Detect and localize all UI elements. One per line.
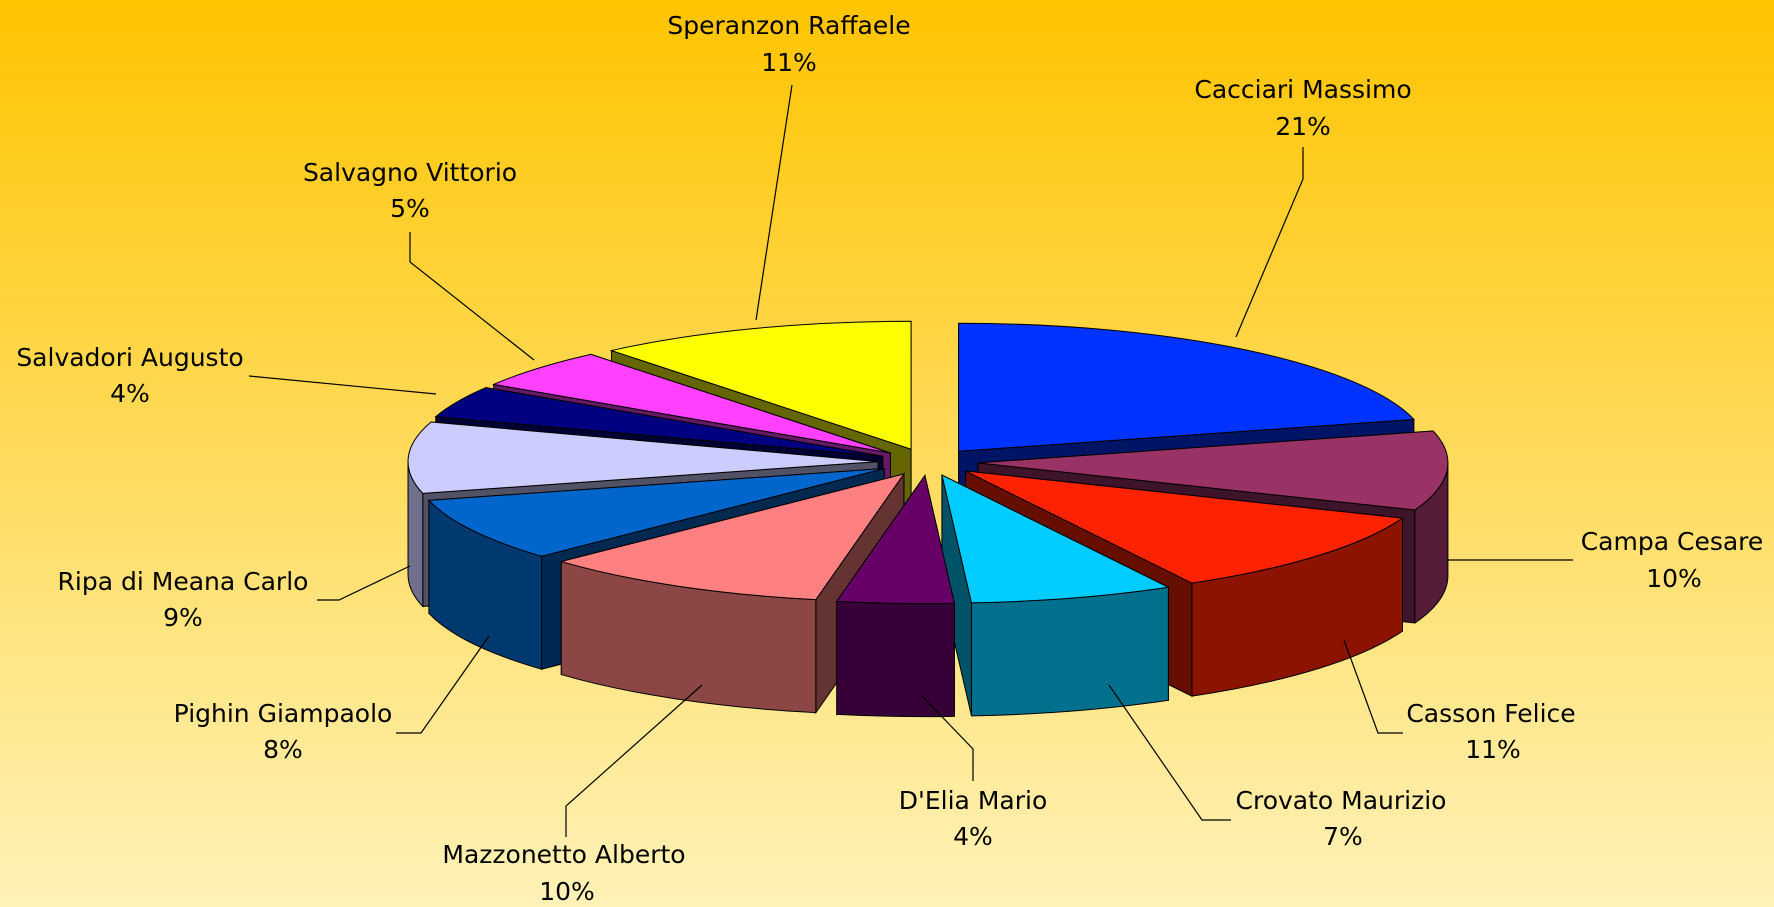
labels: Cacciari Massimo 21% Campa Cesare 10% Ca…: [16, 11, 1763, 906]
slice-percent: 10%: [539, 877, 595, 906]
slice-label: Campa Cesare: [1581, 527, 1764, 556]
slice-wall: [970, 586, 1169, 717]
slice-top: [835, 474, 955, 605]
slice-label: Speranzon Raffaele: [667, 11, 910, 40]
slice-label: Cacciari Massimo: [1194, 75, 1411, 104]
leader-line: [565, 684, 703, 837]
slice-wall: [836, 600, 955, 718]
slice-percent: 21%: [1275, 112, 1331, 141]
pie: [407, 320, 1449, 718]
slice-top: [407, 421, 879, 494]
slice-label: Crovato Maurizio: [1236, 786, 1447, 815]
slice-percent: 10%: [1646, 564, 1702, 593]
slice-top: [427, 468, 885, 557]
slice-percent: 5%: [390, 194, 430, 223]
leader-line: [317, 565, 411, 601]
slice-label: Ripa di Meana Carlo: [58, 567, 309, 596]
slice-label: Mazzonetto Alberto: [442, 840, 685, 869]
slice-top: [609, 320, 912, 450]
leader-line: [1235, 147, 1304, 338]
slice-label: Salvagno Vittorio: [303, 158, 517, 187]
leader-line: [1343, 639, 1403, 734]
slice-percent: 11%: [1465, 735, 1521, 764]
slice-top: [941, 474, 1171, 604]
slice: [559, 472, 906, 715]
slice-percent: 8%: [263, 735, 303, 764]
leader-line: [409, 232, 535, 361]
slice-top: [958, 322, 1415, 452]
leader-line: [396, 635, 490, 734]
leader-line: [248, 375, 437, 395]
slice-label: Pighin Giampaolo: [174, 699, 393, 728]
slice-top: [434, 387, 883, 457]
slice-top: [977, 430, 1449, 511]
slice-percent: 7%: [1323, 822, 1363, 851]
slice-percent: 11%: [761, 48, 817, 77]
slice-label: D'Elia Mario: [899, 786, 1048, 815]
slice-label: Salvadori Augusto: [16, 343, 243, 372]
slice-percent: 4%: [110, 379, 150, 408]
slice-top: [491, 353, 891, 454]
leader-line: [921, 695, 974, 781]
slice: [941, 474, 1171, 717]
leader-line: [755, 84, 793, 321]
slice-percent: 4%: [953, 822, 993, 851]
slice-top: [965, 470, 1404, 584]
slice-label: Casson Felice: [1406, 699, 1575, 728]
leader-line: [1108, 684, 1231, 821]
slice: [835, 474, 955, 718]
slice-top: [559, 473, 906, 601]
slice-percent: 9%: [163, 603, 203, 632]
